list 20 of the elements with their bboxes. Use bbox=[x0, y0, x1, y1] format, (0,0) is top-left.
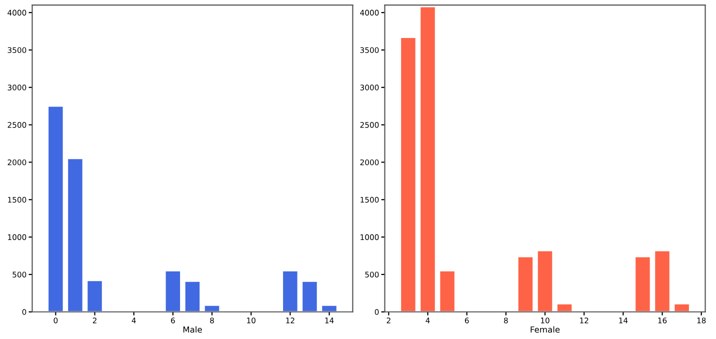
x-axis-title: Male bbox=[183, 326, 202, 333]
bar bbox=[301, 280, 318, 312]
bar bbox=[536, 250, 554, 312]
bar bbox=[282, 270, 299, 312]
x-axis-title: Female bbox=[530, 326, 560, 333]
bar bbox=[556, 302, 574, 312]
bar bbox=[634, 256, 652, 312]
bar bbox=[184, 280, 201, 312]
bar bbox=[66, 158, 84, 312]
bar bbox=[320, 304, 338, 312]
bar bbox=[164, 270, 182, 312]
bar bbox=[673, 302, 690, 312]
bar bbox=[516, 256, 534, 312]
bar bbox=[204, 304, 221, 312]
bar bbox=[654, 250, 671, 312]
bar bbox=[419, 6, 436, 312]
bar bbox=[86, 280, 104, 312]
bar bbox=[47, 105, 64, 312]
bar bbox=[438, 270, 456, 312]
bar bbox=[400, 36, 417, 312]
